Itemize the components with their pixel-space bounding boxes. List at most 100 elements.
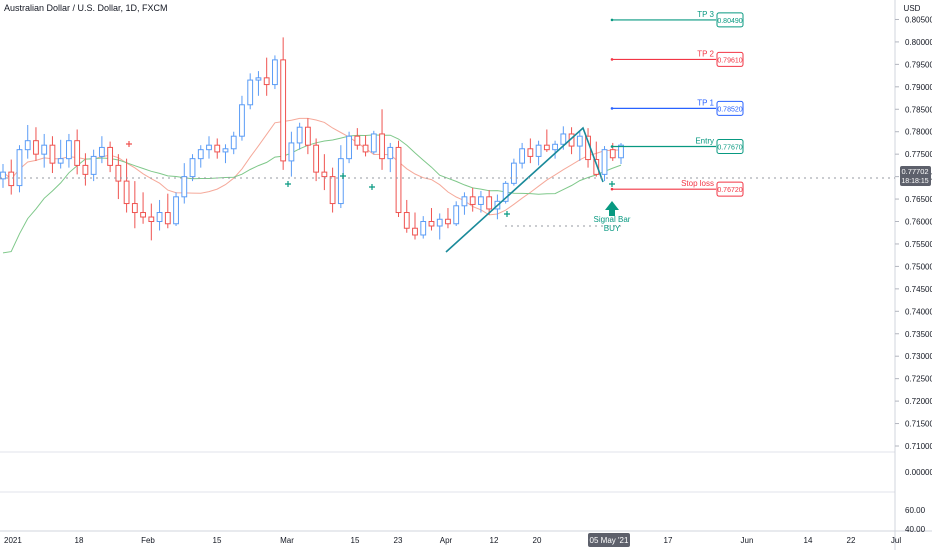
candle [41, 133, 48, 168]
candle [329, 167, 336, 213]
tp3-anchor [610, 18, 614, 22]
signal-bar-label: Signal Bar [594, 215, 631, 224]
candle [214, 138, 221, 159]
symbol-title[interactable]: Australian Dollar / U.S. Dollar, 1D, FXC… [4, 3, 168, 13]
candle-body [618, 144, 624, 159]
price-tick-label: 0.80000 [905, 38, 932, 47]
tp1-label: TP 1 [697, 98, 714, 107]
candle [24, 124, 31, 159]
time-axis[interactable]: 202118Feb15Mar1523Apr1220M17Jun1422Jul [4, 536, 901, 545]
time-tick-label: 12 [490, 536, 499, 545]
entry-label: Entry [695, 137, 714, 146]
candle [263, 57, 270, 96]
candle [552, 140, 558, 159]
candle-body [197, 149, 204, 160]
price-tick-label: 0.76000 [905, 218, 932, 227]
candle [206, 136, 212, 159]
candle-body [469, 196, 476, 205]
price-tick-label: 0.80500 [905, 15, 932, 24]
candle [280, 37, 287, 170]
candle-body [164, 212, 171, 225]
candle-body [560, 133, 567, 145]
candle-body [527, 148, 534, 157]
price-tick-label: 0.75000 [905, 262, 932, 271]
candle [420, 216, 427, 239]
candle-body [346, 135, 352, 160]
candle-body [247, 79, 254, 106]
candle [181, 163, 188, 204]
candle [123, 158, 130, 213]
candle-body [370, 133, 377, 153]
candle-body [24, 140, 31, 151]
price-tick-label: 0.78000 [905, 128, 932, 137]
price-axis[interactable]: 0.80500 0.80000 0.79500 0.79000 0.78500 0.780… [895, 15, 932, 451]
candle [486, 190, 493, 215]
time-tick-label: 20 [533, 536, 542, 545]
candle [107, 141, 114, 173]
signal-buy-label: BUY [604, 224, 621, 233]
candle-body [387, 146, 394, 160]
time-tick-label: 2021 [4, 536, 22, 545]
candle-body [510, 162, 517, 184]
candle [98, 136, 105, 164]
candle-body [255, 77, 262, 81]
candle-body [140, 212, 146, 218]
candle-body [0, 171, 6, 180]
candle-body [189, 158, 196, 178]
candle-body [329, 176, 336, 205]
candle [543, 129, 550, 152]
candle [436, 213, 443, 240]
candle [535, 140, 542, 166]
candle [601, 146, 608, 182]
price-tick-label: 0.71500 [905, 420, 932, 429]
candle [428, 208, 435, 231]
pane2-tick: 40.00 [905, 525, 926, 534]
candle [461, 192, 468, 215]
time-tick-label: 18 [75, 536, 84, 545]
candle-body [90, 155, 97, 175]
price-tick-label: 0.73000 [905, 352, 932, 361]
candle [115, 154, 122, 200]
candle-body [313, 144, 320, 173]
bar-countdown: 18:18:15 [901, 178, 928, 185]
price-tick-label: 0.76500 [905, 195, 932, 204]
tp3-value: 0.80490 [717, 18, 742, 25]
candle [0, 164, 6, 188]
time-tick-label: 17 [664, 536, 673, 545]
stop-loss-anchor [610, 187, 614, 191]
candle-body [436, 218, 443, 227]
candle-body [552, 143, 558, 151]
stop-loss-label: Stop loss [681, 179, 714, 188]
candle [272, 55, 278, 90]
time-tick-label: 23 [394, 536, 403, 545]
tp1-level: TP 10.78520 [610, 98, 744, 116]
moving-averages [2, 117, 622, 254]
tp1-value: 0.78520 [717, 106, 742, 113]
candle-body [445, 218, 451, 225]
tp3-value-box [716, 12, 744, 28]
price-tick-label: 0.71000 [905, 442, 932, 451]
price-tick-label: 0.77500 [905, 150, 932, 159]
candle-body [222, 148, 229, 153]
candle [337, 145, 344, 209]
price-tick-label: 0.72500 [905, 375, 932, 384]
candle [395, 140, 402, 218]
candle-body [8, 171, 15, 187]
candle-body [107, 146, 114, 166]
tp2-value-box [716, 51, 744, 67]
candle-body [148, 216, 155, 223]
candle-body [337, 158, 344, 205]
candle [502, 181, 509, 204]
price-tick-label: 0.79000 [905, 83, 932, 92]
candle [156, 199, 163, 231]
candle [222, 144, 229, 164]
trend-line-drawing[interactable] [445, 126, 604, 253]
candle [510, 158, 517, 186]
candle [239, 95, 245, 141]
candle [189, 154, 196, 182]
candles [0, 37, 624, 241]
